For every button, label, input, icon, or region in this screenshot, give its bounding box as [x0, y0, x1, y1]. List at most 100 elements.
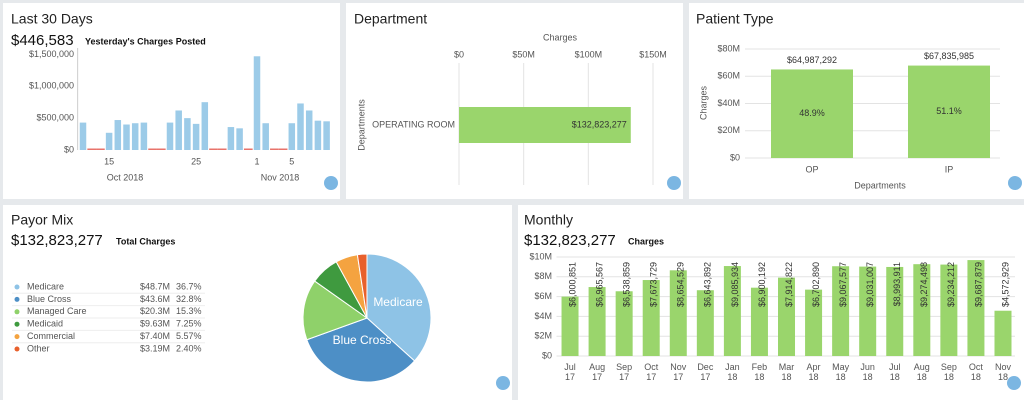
legend-swatch — [14, 284, 20, 290]
legend-label: Managed Care — [27, 306, 87, 316]
bar — [114, 120, 122, 150]
y-axis-label: Departments — [356, 99, 366, 151]
panel-title: Last 30 Days — [11, 11, 93, 27]
y-tick-label: $6M — [534, 291, 552, 301]
x-tick-label: $50M — [512, 49, 535, 59]
x-tick-label: Dec 17 — [697, 362, 714, 382]
value-label: $6,900,192 — [757, 262, 767, 307]
bar — [859, 266, 877, 356]
bar — [166, 122, 174, 150]
x-tick-label: Aug 18 — [913, 362, 930, 382]
panel-title: Patient Type — [696, 11, 774, 27]
value-label: $7,914,822 — [784, 262, 794, 307]
panel-title: Department — [354, 11, 427, 27]
x-tick-label: Sep 18 — [940, 362, 957, 382]
legend-swatch — [14, 321, 20, 327]
pie-slice — [366, 253, 432, 362]
bar — [262, 123, 269, 150]
filter-button[interactable] — [1007, 376, 1021, 390]
bar — [192, 123, 200, 150]
x-tick-label: Aug 17 — [589, 362, 606, 382]
filter-button[interactable] — [324, 176, 338, 190]
x-tick-label: $0 — [454, 49, 464, 59]
y-tick-label: $20M — [717, 125, 740, 135]
legend-amount: $48.7M — [140, 281, 170, 291]
x-tick-label: 15 — [104, 156, 114, 166]
bar — [696, 290, 714, 356]
bar — [243, 148, 253, 150]
y-tick-label: $40M — [717, 98, 740, 108]
value-label: $9,085,934 — [730, 262, 740, 307]
bar — [184, 118, 191, 150]
bar — [79, 122, 87, 150]
bar — [227, 127, 235, 150]
bar — [297, 103, 304, 150]
filter-icons — [324, 176, 1022, 390]
panel — [346, 3, 683, 199]
legend-swatch — [14, 334, 20, 340]
bar — [217, 148, 227, 150]
bar — [832, 266, 850, 356]
x-tick-label: Oct 17 — [644, 362, 659, 382]
bar — [750, 287, 768, 356]
legend-percent: 36.7% — [176, 281, 202, 291]
bar — [771, 69, 853, 158]
filter-button[interactable] — [496, 376, 510, 390]
y-tick-label: $2M — [534, 331, 552, 341]
bar — [305, 110, 313, 150]
headline-label: Yesterday's Charges Posted — [85, 36, 206, 46]
x-tick-label: Apr 18 — [806, 362, 821, 382]
value-label: $6,643,892 — [703, 262, 713, 307]
x-tick-label: 5 — [289, 156, 294, 166]
headline: $132,823,277 — [524, 232, 616, 249]
bar — [175, 110, 182, 150]
bar — [105, 132, 113, 150]
headline: $446,583 — [11, 32, 74, 49]
value-label: $64,987,292 — [787, 55, 837, 65]
bar — [87, 148, 97, 150]
x-tick-label: Jul 18 — [888, 362, 901, 382]
filter-button[interactable] — [667, 176, 681, 190]
y-tick-label: $1,500,000 — [29, 49, 74, 59]
bar — [156, 148, 166, 150]
pie-slice — [302, 280, 369, 341]
legend-label: Blue Cross — [27, 294, 72, 304]
value-label: $6,538,859 — [622, 262, 632, 307]
pie-slice — [306, 317, 416, 383]
x-tick-label: Sep 17 — [616, 362, 633, 382]
x-tick-label: OP — [805, 164, 818, 174]
x-tick-label: May 18 — [832, 362, 850, 382]
bar — [131, 123, 139, 150]
legend-label: Commercial — [27, 331, 75, 341]
x-group-label: Oct 2018 — [107, 172, 144, 182]
x-tick-label: 1 — [254, 156, 259, 166]
bar — [209, 148, 218, 150]
bar — [723, 266, 741, 356]
headline-label: Charges — [628, 236, 664, 246]
legend-amount: $43.6M — [140, 294, 170, 304]
legend-percent: 32.8% — [176, 294, 202, 304]
y-tick-label: $8M — [534, 271, 552, 281]
bar — [967, 260, 985, 356]
value-label: $9,234,212 — [946, 262, 956, 307]
panel-title: Monthly — [524, 212, 573, 228]
x-tick-label: $100M — [575, 49, 603, 59]
bar — [288, 123, 296, 150]
bar — [201, 102, 209, 150]
share-label: 48.9% — [799, 108, 825, 118]
bar — [140, 122, 148, 150]
bar — [123, 124, 130, 150]
filter-button[interactable] — [1008, 176, 1022, 190]
headline: $132,823,277 — [11, 232, 103, 249]
y-tick-label: $80M — [717, 43, 740, 53]
value-label: $6,965,567 — [594, 262, 604, 307]
bar — [669, 270, 687, 356]
x-tick-label: Oct 18 — [968, 362, 983, 382]
bar — [561, 296, 579, 356]
bar — [994, 310, 1012, 356]
bar — [253, 56, 261, 150]
y-tick-label: $0 — [542, 350, 552, 360]
value-label: $7,673,729 — [649, 262, 659, 307]
bar — [913, 264, 931, 356]
